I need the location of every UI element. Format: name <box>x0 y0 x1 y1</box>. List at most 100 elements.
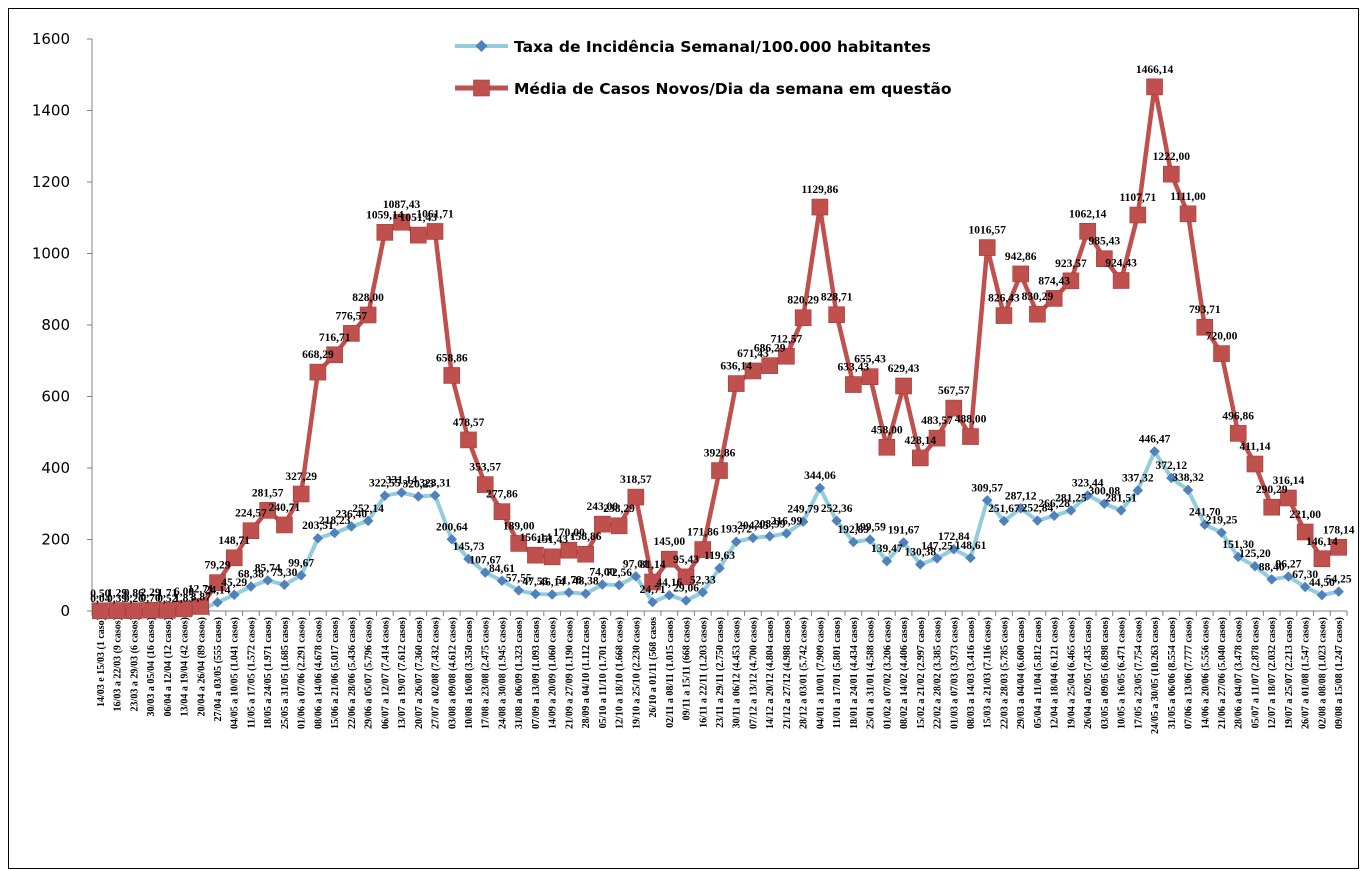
taxa-incidencia-data-label: 85,74 <box>255 562 281 574</box>
media-casos-point <box>543 548 561 566</box>
media-casos-point <box>610 517 628 535</box>
x-tick-label: 23/11 a 29/11 (2.750 casos) <box>715 617 726 728</box>
media-casos-point <box>343 325 360 342</box>
x-tick-label: 01/02 a 07/02 (3.206 casos) <box>882 617 893 729</box>
x-tick-label: 28/12 a 03/01 (5.742 casos) <box>799 617 810 729</box>
taxa-incidencia-point <box>747 532 759 544</box>
x-tick-label: 31/05 a 06/06 (8.554 casos) <box>1167 617 1178 729</box>
x-tick-label: 25/01 a 31/01 (4.588 casos) <box>866 617 877 729</box>
media-casos-data-label: 224,57 <box>235 508 267 520</box>
taxa-incidencia-point <box>647 596 658 608</box>
taxa-incidencia-data-label: 337,32 <box>1122 472 1154 484</box>
media-casos-data-label: 720,00 <box>1206 331 1238 343</box>
x-tick-label: 10/05 a 16/05 (6.471 casos) <box>1117 617 1128 729</box>
media-casos-point <box>711 462 728 479</box>
media-casos-point <box>794 309 812 327</box>
media-casos-data-label: 712,57 <box>771 333 803 345</box>
media-casos-data-label: 488,00 <box>955 414 987 426</box>
x-tick-label: 08/03 a 14/03 (3.416 casos) <box>966 617 977 729</box>
legend-media-label: Média de Casos Novos/Dia da semana em qu… <box>514 80 951 98</box>
taxa-incidencia-point <box>663 589 675 601</box>
taxa-incidencia-point <box>1333 586 1344 597</box>
taxa-incidencia-point <box>613 579 625 591</box>
media-casos-point <box>978 239 996 256</box>
media-casos-data-label: 636,14 <box>720 361 752 373</box>
taxa-incidencia-point <box>295 570 307 581</box>
taxa-incidencia-point <box>1165 472 1177 484</box>
y-tick-label: 1200 <box>32 173 70 191</box>
media-casos-data-label: 0,50 <box>90 588 110 600</box>
media-casos-point <box>744 362 762 380</box>
x-tick-label: 05/07 a 11/07 (2.878 casos) <box>1250 617 1261 728</box>
media-casos-point <box>928 429 946 447</box>
media-casos-point <box>878 438 896 456</box>
media-casos-point <box>493 503 511 520</box>
taxa-incidencia-point <box>730 536 742 548</box>
media-casos-data-label: 826,43 <box>988 293 1020 305</box>
taxa-incidencia-point <box>1316 589 1328 601</box>
taxa-incidencia-point <box>597 579 608 590</box>
x-tick-label: 08/02 a 14/02 (4.406 casos) <box>899 617 910 729</box>
media-casos-point <box>443 367 461 384</box>
taxa-incidencia-data-label: 236,40 <box>336 508 368 520</box>
media-casos-data-label: 145,00 <box>653 536 685 548</box>
taxa-incidencia-point <box>1182 484 1194 496</box>
media-casos-point <box>1112 272 1130 289</box>
taxa-incidencia-point <box>396 487 407 498</box>
x-tick-label: 21/12 a 27/12 (4.988 casos) <box>782 617 793 729</box>
media-casos-point <box>1029 305 1046 323</box>
taxa-incidencia-data-label: 252,36 <box>821 503 853 515</box>
x-tick-label: 10/08 a 16/08 (3.350 casos) <box>464 617 475 729</box>
x-tick-label: 19/04 a 25/04 (6.465 casos) <box>1066 617 1077 729</box>
media-casos-data-label: 1087,43 <box>383 199 421 211</box>
x-tick-label: 04/01 a 10/01 (7.909 casos) <box>815 617 826 729</box>
x-tick-label: 08/06 a 14/06 (4.678 casos) <box>313 617 324 729</box>
media-casos-data-label: 1,71 <box>157 587 177 599</box>
media-casos-data-label: 240,71 <box>269 502 301 514</box>
x-tick-label: 14/03 e 15/03 (1 caso) <box>96 617 107 707</box>
media-casos-point <box>393 213 410 231</box>
taxa-incidencia-data-label: 281,25 <box>1055 492 1087 504</box>
media-casos-data-label: 81,14 <box>640 559 666 571</box>
taxa-incidencia-point <box>931 553 943 564</box>
media-casos-point <box>192 598 210 615</box>
media-casos-data-label: 633,43 <box>838 362 870 374</box>
media-casos-point <box>1280 489 1297 507</box>
x-tick-label: 27/07 a 02/08 (7.432 casos) <box>431 617 442 729</box>
media-casos-point <box>1313 550 1331 568</box>
media-casos-data-label: 148,71 <box>218 535 250 547</box>
taxa-incidencia-point <box>1299 581 1311 593</box>
x-tick-label: 09/11 a 15/11 (668 casos) <box>682 617 693 720</box>
media-casos-data-label: 1061,71 <box>416 208 454 220</box>
media-casos-point <box>995 307 1013 324</box>
x-tick-label: 14/09 a 20/09 (1.060 casos) <box>548 617 559 729</box>
media-casos-point <box>1163 165 1180 183</box>
taxa-incidencia-data-label: 139,47 <box>871 543 903 555</box>
taxa-incidencia-point <box>245 581 257 592</box>
x-tick-label: 04/05 a 10/05 (1.041 casos) <box>230 617 241 729</box>
x-tick-label: 01/03 a 07/03 (3.973 casos) <box>949 617 960 729</box>
media-casos-point <box>1179 205 1197 223</box>
x-tick-label: 12/07 a 18/07 (2.032 casos) <box>1267 617 1278 729</box>
legend-taxa-label: Taxa de Incidência Semanal/100.000 habit… <box>514 38 931 56</box>
taxa-incidencia-data-label: 320,23 <box>402 479 434 491</box>
taxa-incidencia-data-label: 251,67 <box>988 503 1020 515</box>
media-casos-point <box>1012 265 1030 283</box>
media-casos-data-label: 1059,14 <box>366 209 404 221</box>
taxa-incidencia-point <box>228 589 240 601</box>
x-tick-label: 12/10 a 18/10 (1.668 casos) <box>615 617 626 729</box>
taxa-incidencia-point <box>446 533 458 545</box>
media-casos-point <box>660 550 678 568</box>
x-tick-label: 31/08 a 06/09 (1.323 casos) <box>514 617 525 729</box>
media-casos-point <box>1062 272 1080 290</box>
taxa-incidencia-data-label: 200,64 <box>436 521 468 533</box>
taxa-incidencia-data-label: 0,39 <box>107 593 127 605</box>
x-tick-label: 19/07 a 25/07 (2.213 casos) <box>1284 617 1295 729</box>
media-casos-data-label: 793,71 <box>1189 304 1221 316</box>
media-casos-point <box>292 485 310 503</box>
taxa-incidencia-data-label: 0,70 <box>141 593 161 605</box>
media-casos-point <box>1246 455 1264 473</box>
media-casos-data-label: 158,86 <box>570 531 602 543</box>
media-casos-data-label: 942,86 <box>1005 251 1037 263</box>
media-casos-point <box>1296 523 1314 541</box>
